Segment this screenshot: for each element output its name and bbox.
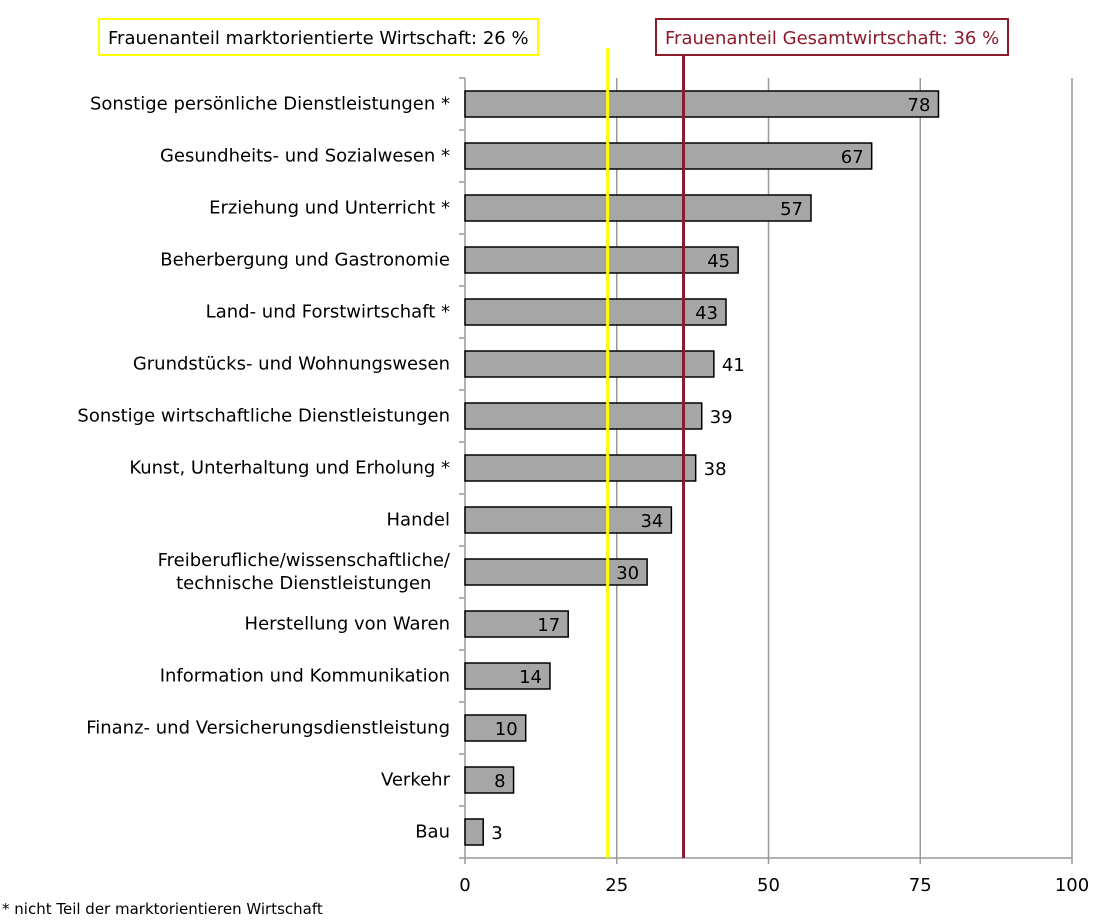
data-label: 45 bbox=[707, 251, 730, 272]
data-label: 78 bbox=[908, 95, 931, 116]
bar bbox=[464, 454, 697, 482]
data-label: 39 bbox=[710, 407, 733, 428]
y-tick-label: Herstellung von Waren bbox=[244, 613, 450, 635]
x-tick-label: 75 bbox=[909, 875, 932, 896]
bar bbox=[464, 818, 484, 846]
data-label: 8 bbox=[494, 771, 505, 792]
bar bbox=[464, 90, 940, 118]
y-tick-label: Erziehung und Unterricht * bbox=[209, 197, 450, 219]
data-label: 38 bbox=[704, 459, 727, 480]
bar bbox=[464, 506, 673, 534]
data-label: 67 bbox=[841, 147, 864, 168]
bar bbox=[464, 766, 515, 794]
bar bbox=[464, 350, 715, 378]
annotation: Frauenanteil marktorientierte Wirtschaft… bbox=[98, 18, 539, 56]
data-label: 3 bbox=[491, 823, 502, 844]
bar bbox=[464, 194, 812, 222]
y-tick-label: Land- und Forstwirtschaft * bbox=[205, 301, 450, 323]
bar bbox=[464, 662, 551, 690]
bar bbox=[464, 402, 703, 430]
footnote: * nicht Teil der marktorientieren Wirtsc… bbox=[2, 900, 323, 918]
data-label: 57 bbox=[780, 199, 803, 220]
data-label: 10 bbox=[495, 719, 518, 740]
bar bbox=[464, 558, 648, 586]
x-tick-label: 0 bbox=[459, 875, 470, 896]
bar bbox=[464, 142, 873, 170]
bar bbox=[464, 298, 727, 326]
bar bbox=[464, 714, 527, 742]
bar bbox=[464, 246, 739, 274]
x-tick-label: 50 bbox=[757, 875, 780, 896]
y-tick-label: Sonstige persönliche Dienstleistungen * bbox=[89, 93, 450, 115]
y-tick-label: Sonstige wirtschaftliche Dienstleistunge… bbox=[77, 405, 450, 427]
data-label: 43 bbox=[695, 303, 718, 324]
y-tick-label: Information und Kommunikation bbox=[159, 665, 450, 687]
y-tick-label: Finanz- und Versicherungsdienstleistung bbox=[86, 717, 450, 739]
data-label: 34 bbox=[640, 511, 663, 532]
bar bbox=[464, 610, 569, 638]
data-label: 14 bbox=[519, 667, 542, 688]
data-label: 17 bbox=[537, 615, 560, 636]
data-label: 30 bbox=[616, 563, 639, 584]
y-tick-label: Handel bbox=[386, 509, 450, 531]
annotation: Frauenanteil Gesamtwirtschaft: 36 % bbox=[655, 18, 1010, 56]
x-tick-label: 100 bbox=[1055, 875, 1089, 896]
y-tick-label: Grundstücks- und Wohnungswesen bbox=[132, 353, 450, 375]
y-tick-label: Verkehr bbox=[380, 769, 450, 791]
y-tick-label: Bau bbox=[415, 821, 450, 843]
data-label: 41 bbox=[722, 355, 745, 376]
y-tick-label: Beherbergung und Gastronomie bbox=[160, 249, 450, 271]
x-tick-label: 25 bbox=[605, 875, 628, 896]
y-tick-label: Freiberufliche/wissenschaftliche/ techni… bbox=[157, 550, 450, 594]
y-tick-label: Kunst, Unterhaltung und Erholung * bbox=[129, 457, 450, 479]
y-tick-label: Gesundheits- und Sozialwesen * bbox=[159, 145, 450, 167]
